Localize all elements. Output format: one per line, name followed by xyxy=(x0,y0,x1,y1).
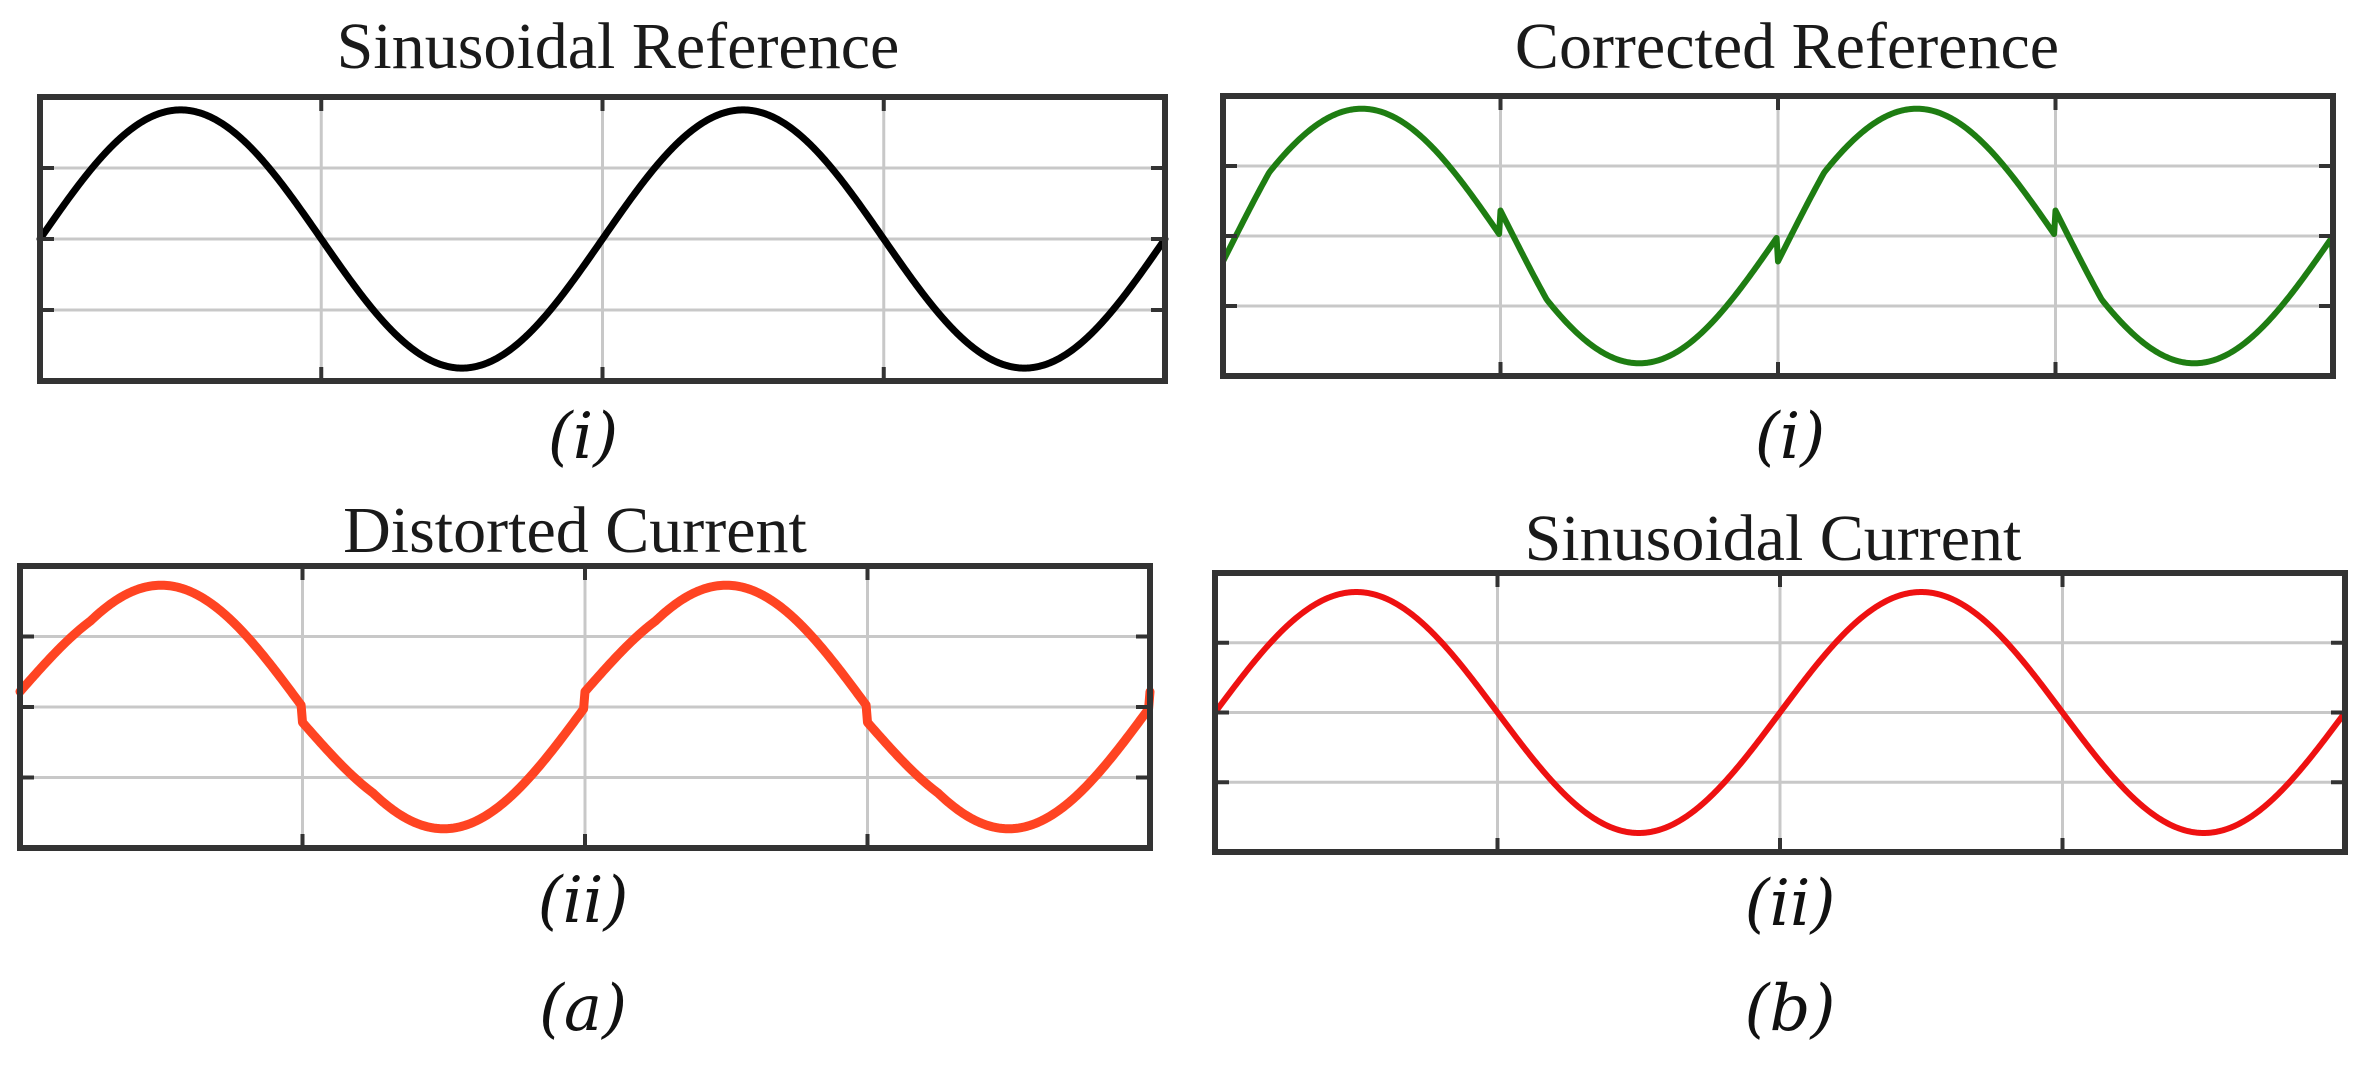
ticks xyxy=(1223,96,2333,376)
panel-corrected-reference: Corrected Reference (i) xyxy=(1220,10,2336,474)
chart-title: Sinusoidal Current xyxy=(1525,502,2022,575)
chart-title: Corrected Reference xyxy=(1515,10,2059,83)
ticks xyxy=(40,97,1165,381)
series-line xyxy=(36,106,1169,372)
ticks xyxy=(1215,573,2345,852)
series-line xyxy=(15,580,1155,834)
chart-title: Sinusoidal Reference xyxy=(337,10,900,83)
series-line xyxy=(1220,105,2336,367)
subplot-caption: (ii) xyxy=(538,864,629,938)
group-label-b: (b) xyxy=(1745,972,1836,1046)
subplot-caption: (i) xyxy=(1755,400,1825,474)
chart-title: Distorted Current xyxy=(343,494,807,567)
ticks xyxy=(20,566,1150,848)
group-label-a: (a) xyxy=(539,972,627,1046)
panel-sinusoidal-reference: Sinusoidal Reference (i) xyxy=(36,10,1169,474)
subplot-caption: (ii) xyxy=(1745,867,1836,941)
series-line xyxy=(1212,589,2348,836)
panel-sinusoidal-current: Sinusoidal Current (ii) xyxy=(1212,502,2348,941)
panel-distorted-current: Distorted Current (ii) xyxy=(15,494,1155,938)
subplot-caption: (i) xyxy=(548,400,618,474)
